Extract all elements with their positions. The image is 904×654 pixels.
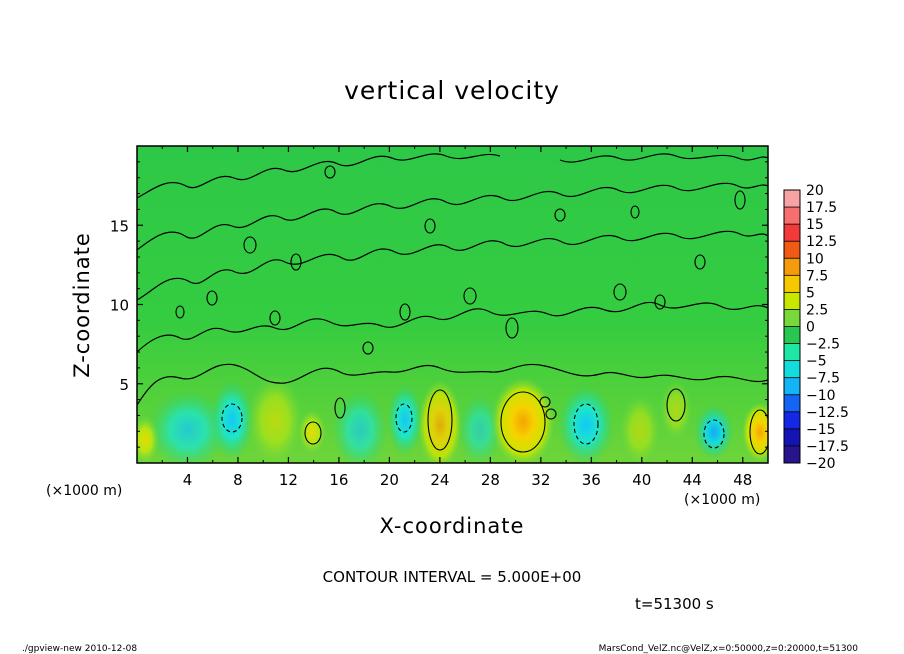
colorbar-segment bbox=[784, 394, 800, 413]
colorbar-segment bbox=[784, 411, 800, 430]
y-tick-label: 5 bbox=[119, 376, 129, 394]
colorbar-segment bbox=[784, 258, 800, 276]
colorbar-segment bbox=[784, 207, 800, 225]
y-tick-label: 10 bbox=[110, 297, 129, 315]
colorbar-segment bbox=[784, 428, 800, 447]
x-tick-label: 40 bbox=[632, 471, 651, 489]
colorbar-label: 12.5 bbox=[806, 234, 837, 250]
x-tick-label: 32 bbox=[531, 471, 550, 489]
colorbar-segment bbox=[784, 224, 800, 242]
colorbar-label: −2.5 bbox=[806, 337, 840, 353]
colorbar-segment bbox=[784, 360, 800, 379]
colorbar-segment bbox=[784, 326, 800, 345]
colorbar-segment bbox=[784, 309, 800, 327]
x-tick-label: 8 bbox=[233, 471, 243, 489]
colorbar-segment bbox=[784, 343, 800, 362]
x-tick-label: 36 bbox=[582, 471, 601, 489]
colorbar-segment bbox=[784, 292, 800, 310]
colorbar-label: 17.5 bbox=[806, 200, 837, 216]
colorbar-label: −17.5 bbox=[806, 439, 849, 455]
x-tick-label: 16 bbox=[329, 471, 348, 489]
x-axis-ticks: 4 8 12 16 20 24 28 32 36 40 44 48 bbox=[161, 146, 752, 489]
x-tick-label: 12 bbox=[279, 471, 298, 489]
colorbar-segment bbox=[784, 445, 800, 464]
x-tick-label: 44 bbox=[683, 471, 702, 489]
y-axis-ticks: 5 10 15 bbox=[110, 161, 768, 448]
y-tick-label: 15 bbox=[110, 217, 129, 235]
x-tick-label: 48 bbox=[733, 471, 752, 489]
colorbar-label: −5 bbox=[806, 354, 827, 370]
colorbar-label: −10 bbox=[806, 388, 836, 404]
x-unit-label-left: (×1000 m) bbox=[46, 483, 123, 499]
footer-right: MarsCond_VelZ.nc@VelZ,x=0:50000,z=0:2000… bbox=[598, 644, 858, 654]
x-unit-label-right: (×1000 m) bbox=[684, 492, 761, 508]
colorbar-label: 2.5 bbox=[806, 302, 828, 318]
colorbar-label: 5 bbox=[806, 285, 815, 301]
velocity-field bbox=[137, 146, 768, 463]
x-tick-label: 24 bbox=[430, 471, 449, 489]
colorbar-label: −7.5 bbox=[806, 371, 840, 387]
colorbar-label: 15 bbox=[806, 217, 824, 233]
colorbar-label: −15 bbox=[806, 422, 836, 438]
colorbar-label: −20 bbox=[806, 456, 836, 472]
colorbar-label: 0 bbox=[806, 320, 815, 336]
y-axis-label: Z-coordinate bbox=[70, 232, 94, 378]
colorbar-segment bbox=[784, 190, 800, 208]
contour-interval: CONTOUR INTERVAL = 5.000E+00 bbox=[322, 568, 582, 586]
footer-left: ./gpview-new 2010-12-08 bbox=[22, 644, 138, 654]
chart-title: vertical velocity bbox=[344, 76, 560, 105]
colorbar-segment bbox=[784, 241, 800, 259]
time-label: t=51300 s bbox=[635, 595, 714, 613]
x-tick-label: 4 bbox=[183, 471, 193, 489]
colorbar-label: 20 bbox=[806, 183, 824, 199]
colorbar-segment bbox=[784, 275, 800, 293]
x-axis-label: X-coordinate bbox=[379, 514, 525, 538]
x-tick-label: 20 bbox=[380, 471, 399, 489]
colorbar-segment bbox=[784, 377, 800, 396]
colorbar-label: 7.5 bbox=[806, 268, 828, 284]
colorbar-label: −12.5 bbox=[806, 405, 849, 421]
colorbar-label: 10 bbox=[806, 251, 824, 267]
x-tick-label: 28 bbox=[481, 471, 500, 489]
